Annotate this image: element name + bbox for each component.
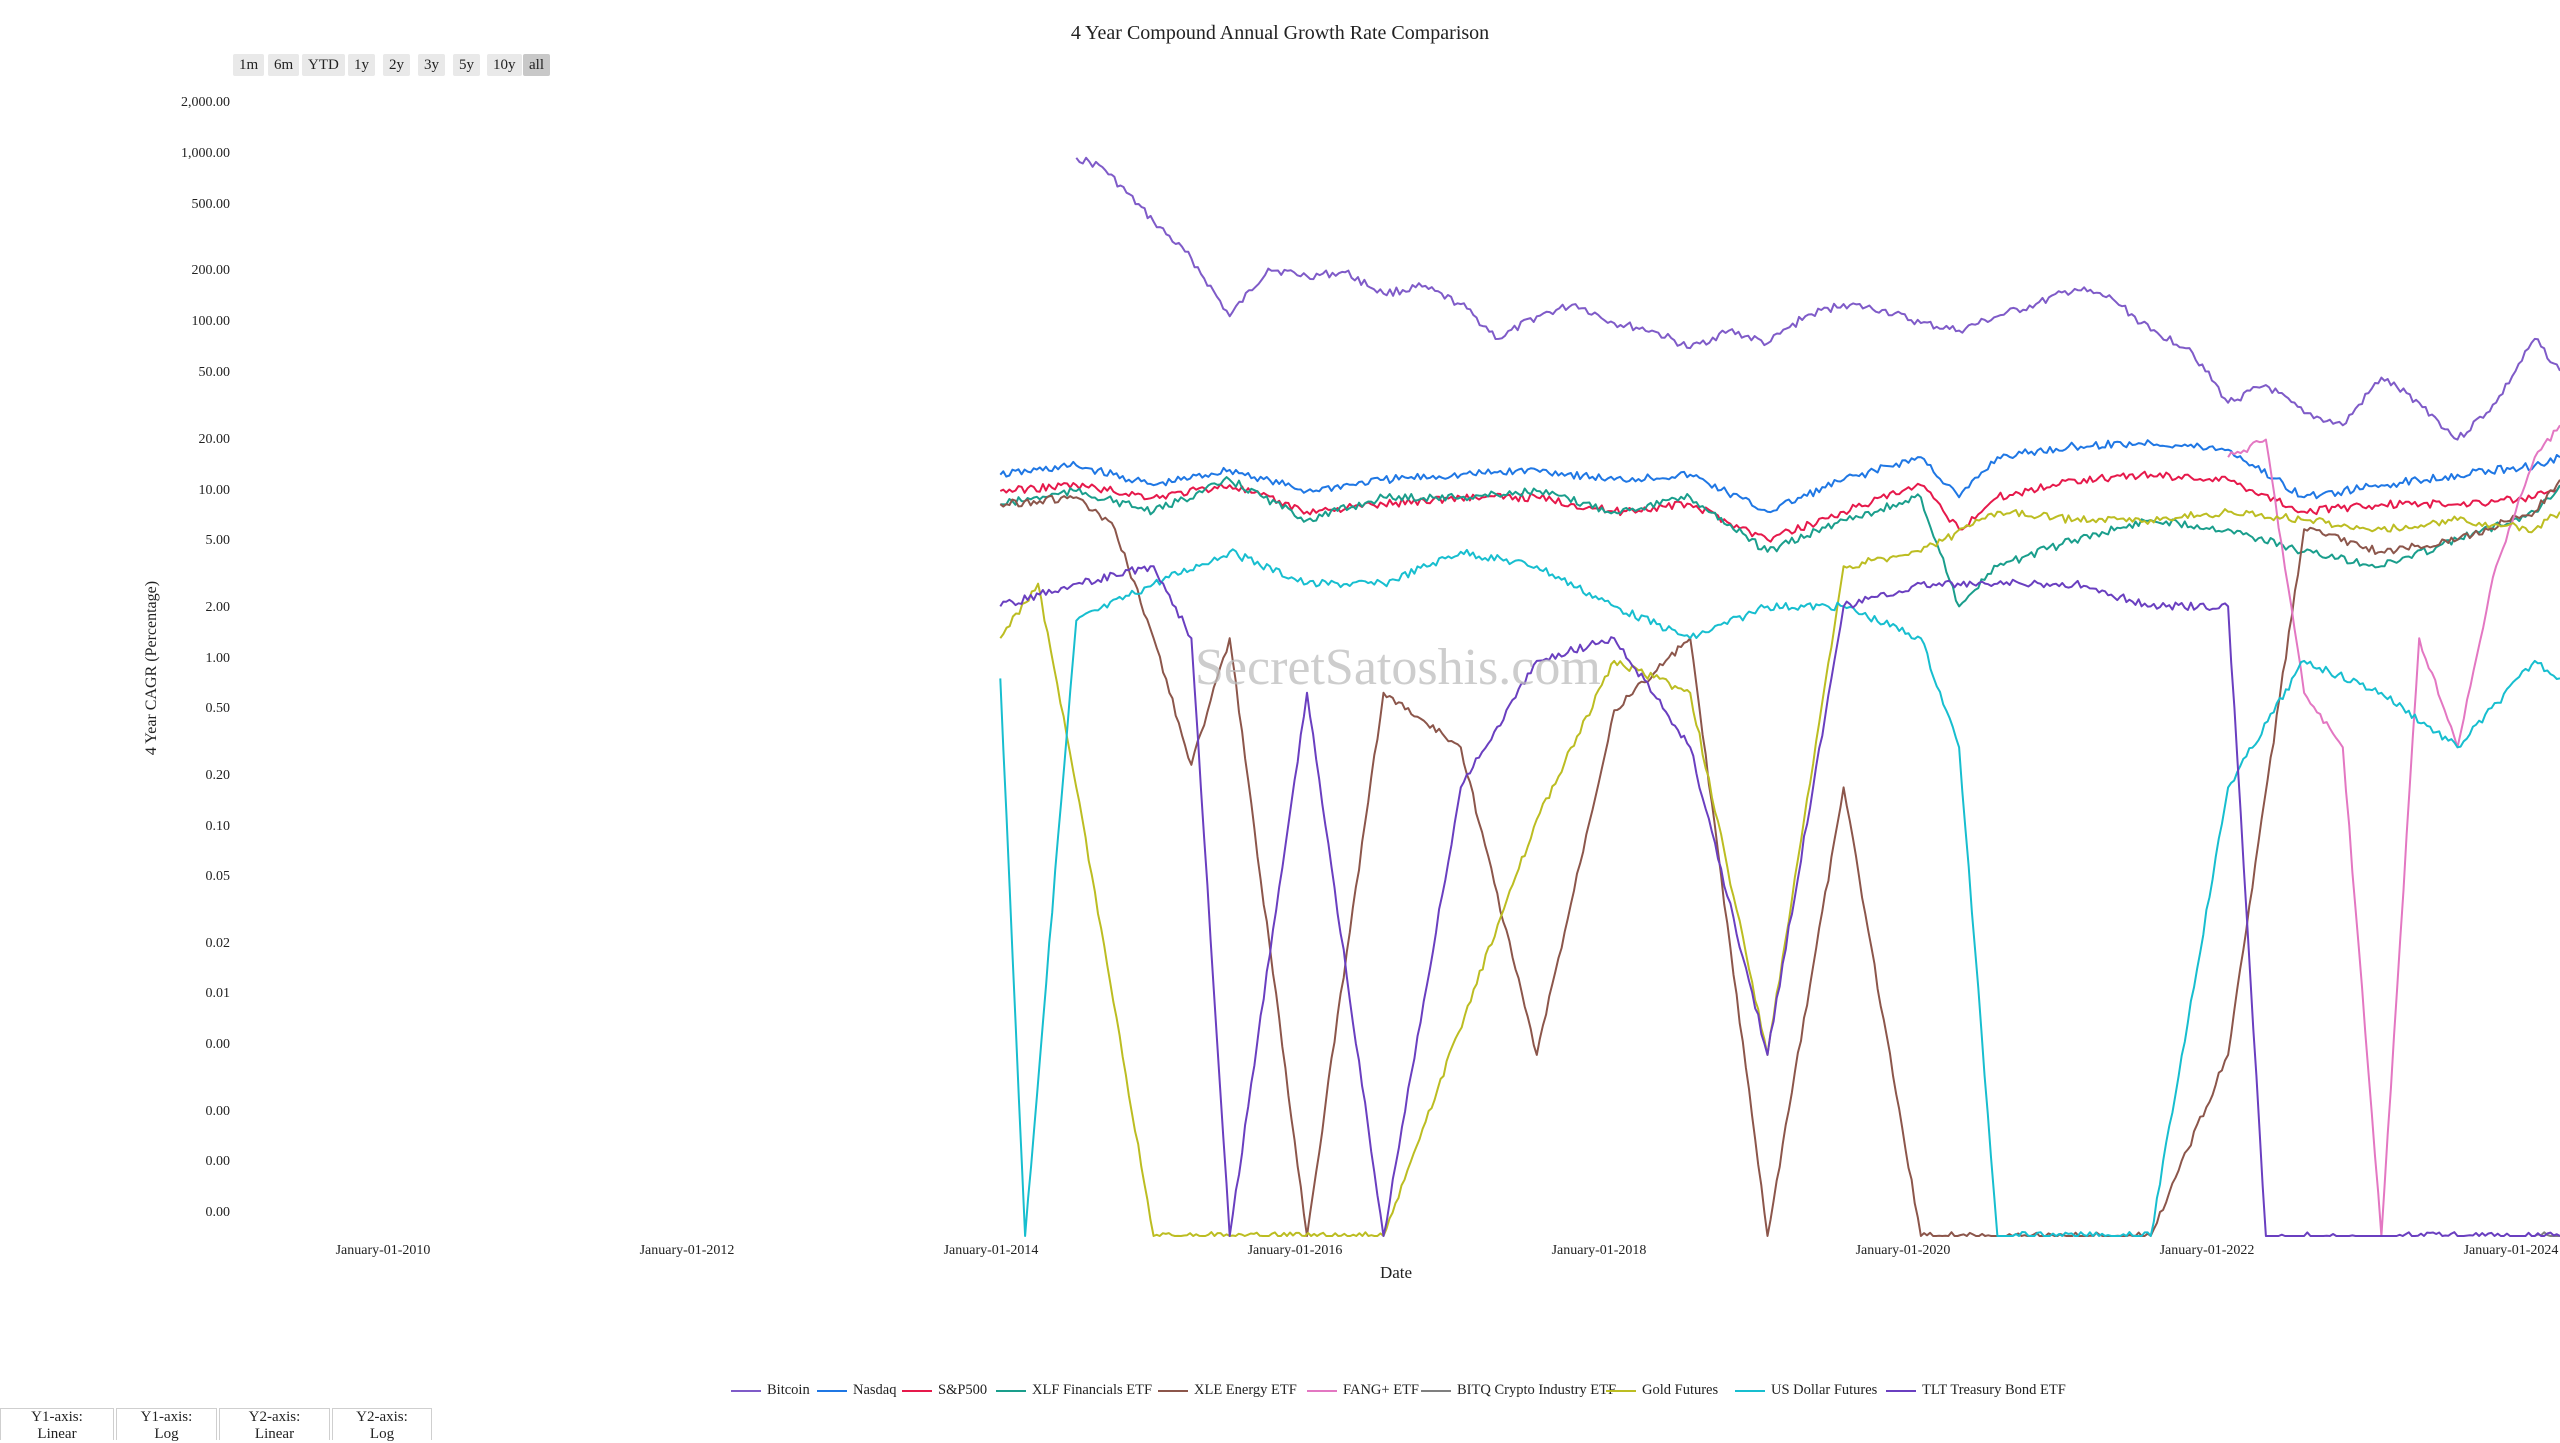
series-line-bitcoin[interactable] [1075,156,2560,441]
legend-label: XLF Financials ETF [1032,1382,1153,1398]
legend-swatch [1886,1389,1916,1392]
series-line-xle-energy-etf[interactable] [999,479,2560,1237]
x-tick-label: January-01-2014 [944,1243,1039,1258]
legend-swatch [1307,1389,1337,1392]
series-line-gold-futures[interactable] [999,508,2560,1237]
legend-item[interactable]: XLE Energy ETF [1158,1382,1297,1399]
y-tick-label: 0.05 [206,869,231,884]
legend-label: Nasdaq [853,1382,897,1398]
y-tick-label: 0.00 [206,1205,231,1220]
y-tick-label: 2,000.00 [181,95,230,110]
x-tick-label: January-01-2024 [2464,1243,2559,1258]
y-tick-label: 0.00 [206,1154,231,1169]
legend-swatch [1735,1389,1765,1392]
y-tick-label: 200.00 [192,263,231,278]
legend-swatch [1606,1389,1636,1392]
legend-label: S&P500 [938,1382,988,1398]
legend-item[interactable]: Nasdaq [817,1382,897,1399]
series-line-xlf-financials-etf[interactable] [1000,476,2560,608]
x-tick-label: January-01-2022 [2160,1243,2255,1258]
legend-label: XLE Energy ETF [1194,1382,1297,1398]
y-tick-label: 1,000.00 [181,146,230,161]
y-tick-label: 500.00 [192,197,231,212]
y-tick-label: 0.00 [206,1037,231,1052]
series-line-tlt-treasury-bond-etf[interactable] [999,565,2560,1237]
x-tick-label: January-01-2020 [1856,1243,1951,1258]
series-line-s-p500[interactable] [999,470,2560,543]
series-line-us-dollar-futures[interactable] [999,548,2560,1237]
x-tick-label: January-01-2012 [640,1243,735,1258]
y-tick-label: 0.50 [206,701,231,716]
y-axis-label: 4 Year CAGR (Percentage) [143,580,160,756]
range-button-2y[interactable]: 2y [383,54,410,76]
chart-title: 4 Year Compound Annual Growth Rate Compa… [1070,22,1490,44]
y-tick-label: 100.00 [192,314,231,329]
range-button-6m[interactable]: 6m [268,54,300,76]
legend-item[interactable]: Bitcoin [731,1382,810,1399]
legend-swatch [1158,1389,1188,1392]
axis-toggle-y2-axis-log[interactable]: Y2-axis: Log [332,1408,432,1442]
legend-swatch [1421,1389,1451,1392]
y-tick-label: 50.00 [199,365,231,380]
x-axis-label: Date [1379,1263,1413,1282]
legend-label: US Dollar Futures [1771,1382,1878,1398]
legend-item[interactable]: TLT Treasury Bond ETF [1886,1382,2066,1399]
y-tick-label: 2.00 [206,600,231,615]
series-line-nasdaq[interactable] [999,439,2560,514]
legend-label: Bitcoin [767,1382,810,1398]
x-tick-label: January-01-2018 [1552,1243,1647,1258]
axis-toggle-y1-axis-linear[interactable]: Y1-axis: Linear [0,1408,114,1442]
legend-item[interactable]: US Dollar Futures [1735,1382,1877,1399]
legend-swatch [996,1389,1026,1392]
x-tick-label: January-01-2010 [336,1243,431,1258]
legend-swatch [817,1389,847,1392]
range-button-10y[interactable]: 10y [487,54,522,76]
legend-item[interactable]: Gold Futures [1606,1382,1718,1399]
series-line-fang-etf[interactable] [2227,424,2560,1237]
x-tick-label: January-01-2016 [1248,1243,1343,1258]
range-button-ytd[interactable]: YTD [302,54,345,76]
legend-swatch [731,1389,761,1392]
legend-label: Gold Futures [1642,1382,1719,1398]
y-tick-label: 0.02 [206,936,231,951]
legend-swatch [902,1389,932,1392]
range-button-1y[interactable]: 1y [348,54,375,76]
legend-item[interactable]: XLF Financials ETF [996,1382,1152,1399]
y-tick-label: 0.10 [206,819,231,834]
y-tick-label: 1.00 [206,651,231,666]
axis-toggle-y2-axis-linear[interactable]: Y2-axis: Linear [219,1408,330,1442]
range-button-all[interactable]: all [523,54,550,76]
y-tick-label: 0.20 [206,768,231,783]
range-button-3y[interactable]: 3y [418,54,445,76]
y-tick-label: 0.00 [206,1104,231,1119]
legend-label: BITQ Crypto Industry ETF [1457,1382,1617,1398]
y-tick-label: 20.00 [199,432,231,447]
legend-label: TLT Treasury Bond ETF [1922,1382,2066,1398]
watermark: SecretSatoshis.com [1195,639,1601,696]
range-button-5y[interactable]: 5y [453,54,480,76]
y-tick-label: 0.01 [206,986,231,1001]
legend-item[interactable]: S&P500 [902,1382,987,1399]
legend-label: FANG+ ETF [1343,1382,1419,1398]
y-tick-label: 10.00 [199,483,231,498]
legend-item[interactable]: FANG+ ETF [1307,1382,1419,1399]
legend-item[interactable]: BITQ Crypto Industry ETF [1421,1382,1616,1399]
axis-toggle-y1-axis-log[interactable]: Y1-axis: Log [116,1408,217,1442]
y-tick-label: 5.00 [206,533,231,548]
range-button-1m[interactable]: 1m [233,54,265,76]
